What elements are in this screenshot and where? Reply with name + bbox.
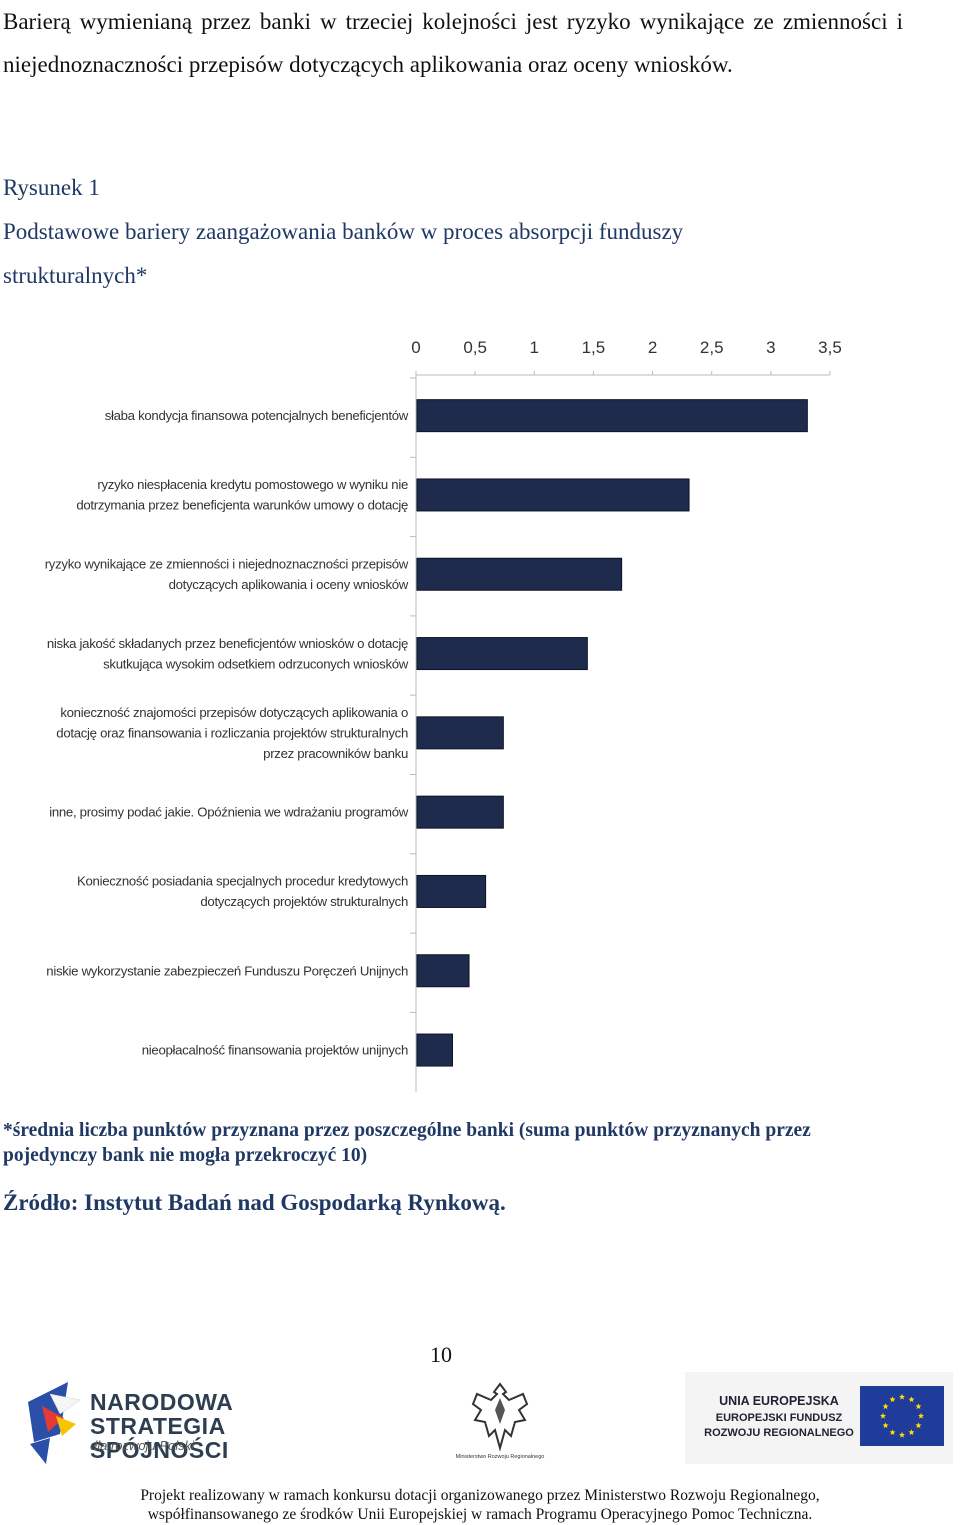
- star-icon: [899, 1431, 905, 1438]
- x-tick-label: 3: [766, 338, 775, 357]
- category-label: dotrzymania przez beneficjenta warunków …: [76, 498, 408, 513]
- footer-line2: współfinansowanego ze środków Unii Europ…: [147, 1506, 813, 1523]
- x-tick-label: 0: [411, 338, 420, 357]
- star-icon: [915, 1403, 922, 1410]
- category-label: niskie wykorzystanie zabezpieczeń Fundus…: [46, 963, 408, 978]
- category-label: słaba kondycja finansowa potencjalnych b…: [105, 408, 409, 423]
- x-tick-label: 2,5: [700, 338, 724, 357]
- star-icon: [880, 1412, 886, 1419]
- footer: Projekt realizowany w ramach konkursu do…: [0, 1486, 960, 1524]
- star-icon: [882, 1403, 889, 1410]
- eu-stars-icon: [880, 1393, 924, 1438]
- bar: [416, 874, 487, 908]
- page-number: 10: [430, 1342, 452, 1367]
- x-tick-label: 0,5: [463, 338, 487, 357]
- category-label: niska jakość składanych przez beneficjen…: [47, 636, 408, 651]
- category-label: Konieczność posiadania specjalnych proce…: [77, 874, 408, 889]
- star-icon: [918, 1412, 924, 1419]
- eu-line2: EUROPEJSKI FUNDUSZ: [715, 1412, 843, 1424]
- star-icon: [915, 1422, 922, 1429]
- bar: [416, 478, 690, 512]
- category-label: dotyczących aplikowania i oceny wniosków: [169, 577, 409, 592]
- figure-title-line2: strukturalnych*: [3, 263, 148, 288]
- category-label: inne, prosimy podać jakie. Opóźnienia we…: [49, 805, 409, 820]
- category-label: przez pracowników banku: [263, 746, 408, 761]
- eagle-icon: [471, 1382, 529, 1452]
- eu-flag-icon: [860, 1386, 944, 1446]
- nss-tagline: dla rozwoju Polski: [90, 1438, 195, 1453]
- figure-number: Rysunek 1: [3, 175, 100, 200]
- eu-line3: ROZWOJU REGIONALNEGO: [704, 1427, 854, 1439]
- nss-line1: NARODOWA: [90, 1389, 234, 1415]
- star-icon: [889, 1396, 896, 1403]
- nss-name: NARODOWA STRATEGIA SPÓJNOŚCI: [90, 1390, 350, 1462]
- figure-title-line1: Podstawowe bariery zaangażowania banków …: [3, 219, 684, 244]
- nss-emblem-icon: [28, 1382, 81, 1464]
- bar: [416, 1033, 453, 1067]
- x-tick-label: 3,5: [818, 338, 842, 357]
- bar: [416, 637, 588, 671]
- category-label: dotację oraz finansowania i rozliczania …: [56, 725, 408, 740]
- category-label: konieczność znajomości przepisów dotyczą…: [60, 705, 408, 720]
- category-label: skutkująca wysokim odsetkiem odrzuconych…: [103, 656, 409, 671]
- intro-paragraph: Barierą wymienianą przez banki w trzecie…: [3, 9, 903, 77]
- bar: [416, 795, 504, 829]
- category-label: nieopłacalność finansowania projektów un…: [142, 1043, 408, 1058]
- ministry-logo: Ministerstwo Rozwoju Regionalnego: [440, 1380, 560, 1470]
- nss-line2: STRATEGIA SPÓJNOŚCI: [90, 1413, 229, 1463]
- eu-line1: UNIA EUROPEJSKA: [719, 1394, 839, 1408]
- category-label: dotyczących projektów strukturalnych: [200, 894, 408, 909]
- bar: [416, 954, 470, 988]
- footer-line1: Projekt realizowany w ramach konkursu do…: [140, 1487, 820, 1504]
- star-icon: [908, 1429, 915, 1435]
- x-tick-label: 2: [648, 338, 657, 357]
- eu-logo: UNIA EUROPEJSKA EUROPEJSKI FUNDUSZ ROZWO…: [685, 1372, 953, 1464]
- bar-chart: 0 0,5 1 1,5 2 2,5 3 3,5 słaba kondycja finansowa…: [45, 338, 842, 1092]
- bar: [416, 716, 504, 750]
- category-label: ryzyko niespłacenia kredytu pomostowego …: [97, 477, 408, 492]
- star-icon: [889, 1429, 896, 1435]
- nss-logo: NARODOWA STRATEGIA SPÓJNOŚCI dla rozwoju…: [20, 1372, 350, 1468]
- category-label: ryzyko wynikające ze zmienności i niejed…: [45, 557, 409, 572]
- bar: [416, 557, 623, 591]
- bar: [416, 399, 808, 433]
- figure-note: *średnia liczba punktów przyznana przez …: [3, 1120, 811, 1166]
- x-tick-label: 1: [530, 338, 539, 357]
- x-tick-label: 1,5: [582, 338, 606, 357]
- source-line: Źródło: Instytut Badań nad Gospodarką Ry…: [3, 1190, 506, 1215]
- ministry-name: Ministerstwo Rozwoju Regionalnego: [455, 1454, 545, 1460]
- star-icon: [899, 1393, 905, 1400]
- star-icon: [908, 1396, 915, 1403]
- star-icon: [882, 1422, 889, 1429]
